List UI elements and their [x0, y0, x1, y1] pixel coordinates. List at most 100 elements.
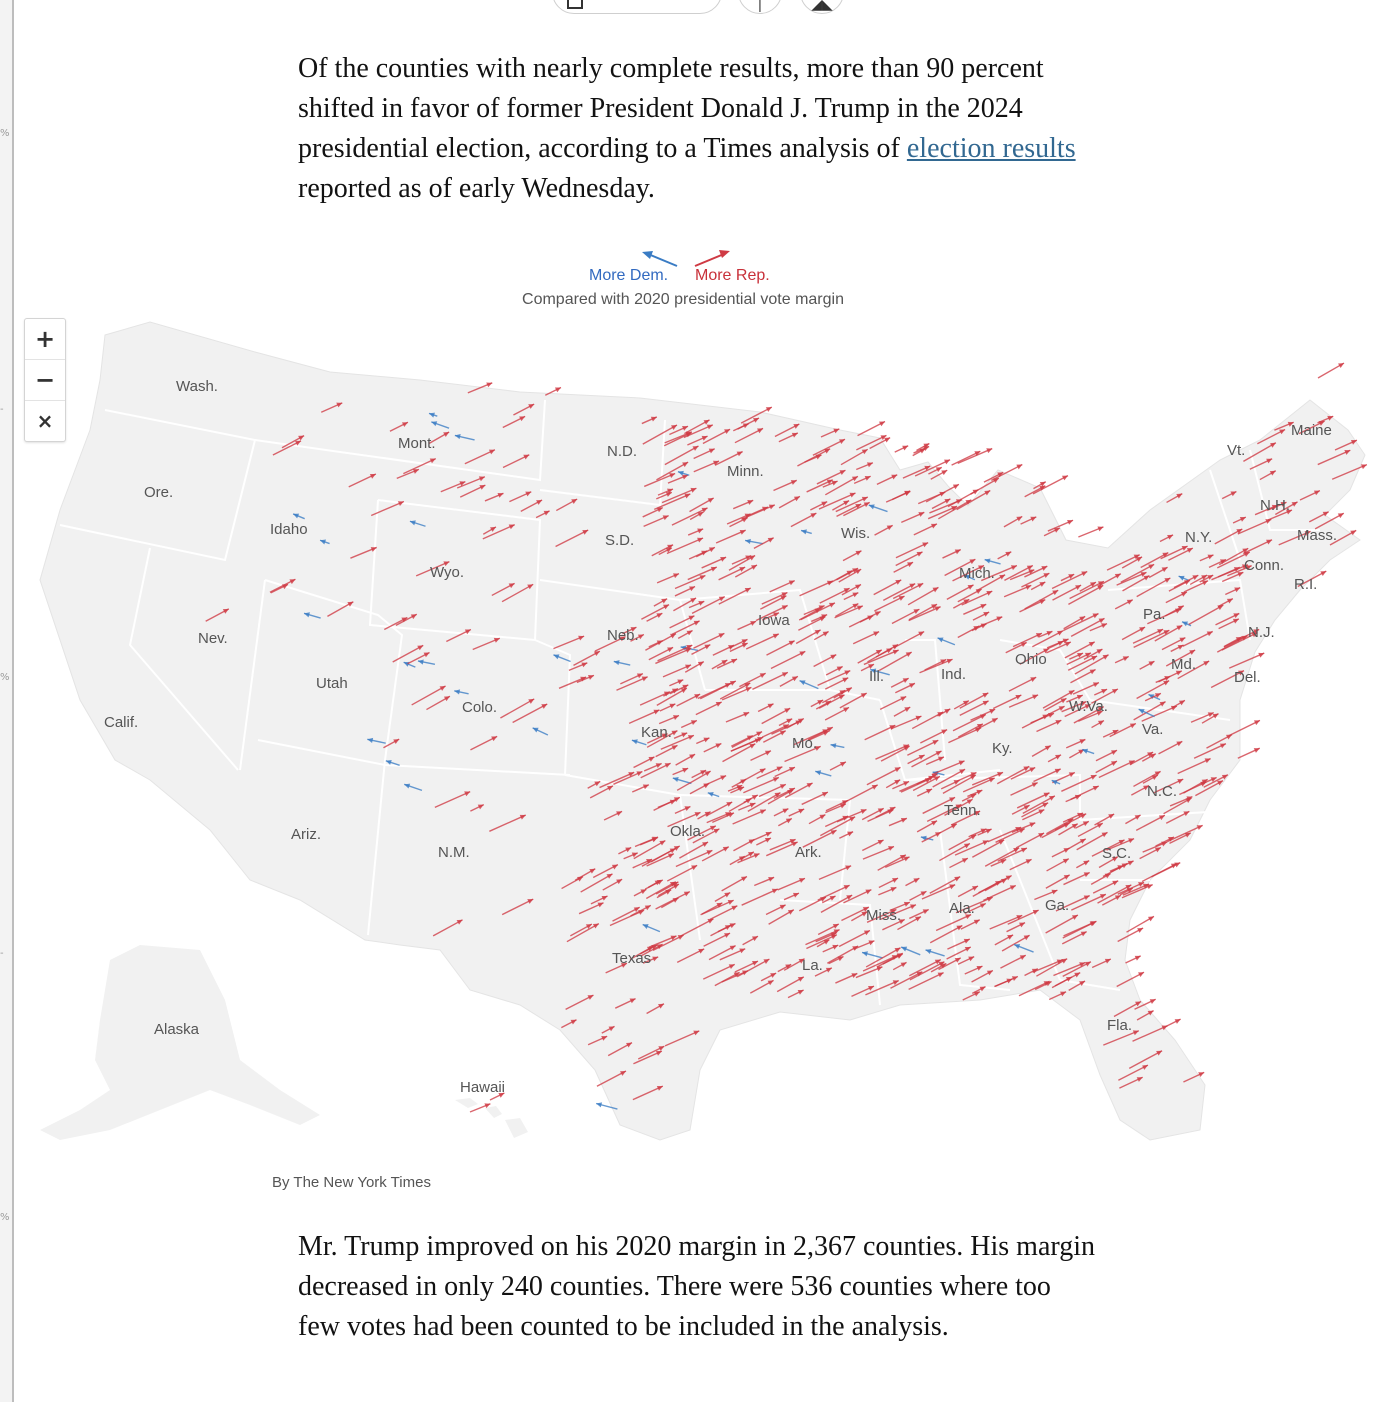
arrow-head	[985, 828, 992, 834]
arrow-head	[1032, 694, 1039, 700]
rep-shift-arrow	[959, 700, 989, 716]
arrow-head	[855, 504, 862, 509]
rep-shift-arrow	[641, 603, 670, 620]
rep-shift-arrow	[1151, 861, 1181, 878]
arrow-head	[852, 603, 859, 609]
arrow-head	[704, 811, 711, 817]
rep-shift-arrow	[1070, 617, 1105, 638]
arrow-head	[673, 845, 680, 851]
arrow-head	[532, 727, 539, 733]
rep-shift-arrow	[662, 664, 692, 678]
arrow-head	[863, 502, 870, 508]
rep-shift-arrow	[912, 448, 926, 457]
rep-shift-arrow	[714, 891, 731, 902]
rep-shift-arrow	[926, 803, 962, 822]
state-border	[128, 547, 239, 771]
arrow-shaft	[501, 583, 534, 603]
arrow-shaft	[890, 971, 923, 989]
arrow-head	[891, 474, 898, 480]
state-label: Colo.	[462, 699, 497, 716]
dem-shift-arrow	[870, 668, 890, 676]
arrow-shaft	[1022, 795, 1056, 814]
rep-shift-arrow	[889, 901, 911, 912]
legend-dem-arrow	[647, 253, 678, 267]
rep-shift-arrow	[459, 484, 486, 498]
rep-shift-arrow	[664, 445, 699, 466]
arrow-head	[1114, 573, 1121, 579]
rep-shift-arrow	[902, 465, 931, 479]
arrow-head	[746, 735, 753, 741]
arrow-head	[631, 739, 638, 745]
rep-shift-arrow	[1206, 734, 1233, 749]
arrow-head	[742, 423, 749, 429]
rep-shift-arrow	[834, 605, 864, 619]
arrow-head	[527, 584, 534, 590]
arrow-head	[707, 791, 714, 797]
arrow-head	[868, 664, 875, 669]
dem-shift-arrow	[367, 737, 386, 744]
arrow-shaft	[732, 809, 767, 825]
arrow-head	[1089, 582, 1096, 588]
arrow-shaft	[1045, 914, 1079, 934]
state-label: N.J.	[1248, 624, 1275, 641]
arrow-head	[582, 530, 589, 535]
arrow-shaft	[908, 971, 944, 991]
arrow-head	[648, 756, 655, 762]
arrow-head	[694, 812, 701, 817]
arrow-head	[289, 579, 296, 585]
arrow-shaft	[1074, 654, 1109, 675]
arrow-shaft	[976, 574, 1006, 592]
arrow-head	[968, 956, 975, 962]
arrow-head	[508, 524, 515, 530]
arrow-head	[464, 629, 471, 635]
rep-shift-arrow	[1036, 719, 1062, 733]
arrow-head	[1253, 720, 1260, 726]
zoom-in-button[interactable]: +	[25, 319, 65, 360]
zoom-out-button[interactable]: −	[25, 360, 65, 401]
dem-shift-arrow	[925, 949, 945, 957]
rep-shift-arrow	[697, 811, 711, 820]
arrow-head	[691, 865, 698, 871]
state-label: N.H.	[1260, 497, 1290, 514]
arrow-head	[1039, 485, 1046, 491]
arrow-head	[1057, 641, 1064, 646]
rep-shift-arrow	[824, 706, 850, 721]
rep-shift-arrow	[656, 461, 689, 481]
arrow-shaft	[1314, 512, 1345, 530]
arrow-head	[704, 644, 711, 650]
arrow-head	[1005, 551, 1012, 557]
arrow-shaft	[655, 890, 691, 910]
rep-shift-arrow	[839, 831, 854, 839]
rep-shift-arrow	[1153, 778, 1184, 794]
rep-shift-arrow	[1010, 782, 1038, 796]
rep-shift-arrow	[740, 851, 755, 860]
rep-shift-arrow	[1243, 442, 1277, 462]
arrow-head	[1327, 415, 1334, 421]
rep-shift-arrow	[1042, 689, 1075, 709]
arrow-head	[819, 616, 826, 622]
arrow-head	[988, 777, 995, 783]
rep-shift-arrow	[1141, 753, 1157, 762]
rep-shift-arrow	[688, 600, 705, 609]
arrow-head	[903, 901, 910, 907]
reset-map-button[interactable]: ×	[36, 409, 54, 433]
rep-shift-arrow	[848, 610, 881, 628]
arrow-head	[918, 755, 925, 760]
intro-text-end: reported as of early Wednesday.	[298, 173, 655, 204]
rep-shift-arrow	[664, 431, 693, 444]
rep-shift-arrow	[348, 473, 377, 488]
arrow-head	[1063, 848, 1070, 853]
arrow-head	[1009, 885, 1016, 891]
rep-shift-arrow	[666, 864, 698, 882]
arrow-head	[456, 919, 463, 925]
election-results-link[interactable]: election results	[906, 133, 1076, 164]
dem-shift-arrow	[1051, 779, 1061, 785]
rep-shift-arrow	[719, 682, 751, 700]
arrow-head	[751, 936, 758, 942]
arrow-shaft	[740, 406, 773, 424]
rep-shift-arrow	[928, 466, 943, 475]
arrow-shaft	[411, 685, 446, 706]
rep-shift-arrow	[994, 975, 1019, 988]
arrow-head	[661, 733, 668, 739]
